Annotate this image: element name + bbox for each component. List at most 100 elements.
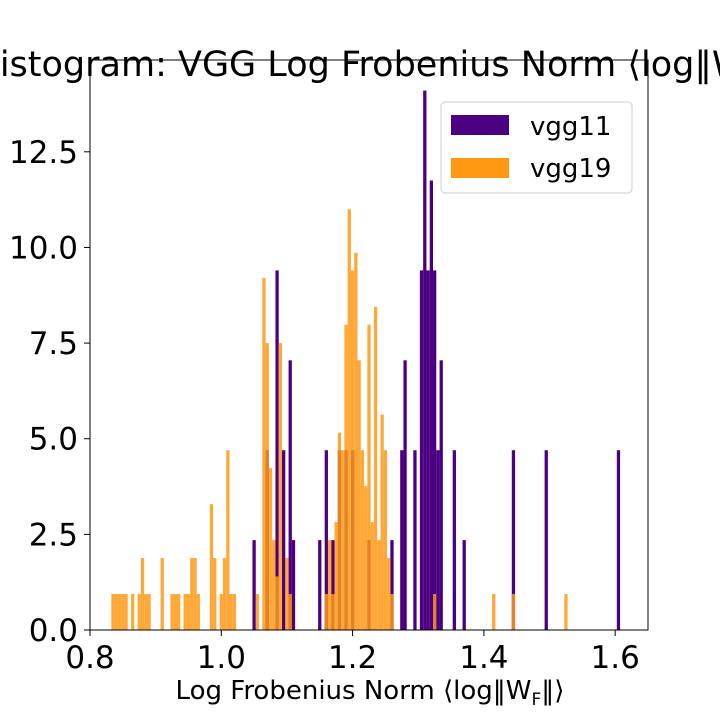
bar-vgg19 — [380, 414, 384, 630]
bar-vgg19 — [268, 468, 273, 630]
bar-vgg11 — [426, 270, 430, 630]
y-tick-label: 7.5 — [29, 326, 78, 362]
bar-vgg19 — [564, 594, 568, 630]
bar-vgg11 — [413, 450, 417, 630]
x-axis-label: Log Frobenius Norm ⟨log‖WF‖⟩ — [176, 676, 565, 710]
bar-vgg19 — [360, 450, 365, 630]
bar-vgg19 — [383, 450, 388, 630]
bar-vgg19 — [331, 594, 335, 630]
bar-vgg19 — [327, 540, 332, 630]
bar-vgg19 — [209, 504, 214, 630]
bar-vgg19 — [121, 594, 125, 630]
bar-vgg19 — [226, 450, 230, 630]
bar-vgg19 — [190, 558, 194, 630]
bar-vgg11 — [400, 450, 404, 630]
bar-vgg11 — [324, 450, 328, 630]
bar-vgg19 — [285, 558, 289, 630]
bar-vgg11 — [429, 180, 434, 630]
bar-vgg19 — [114, 594, 118, 630]
bar-vgg19 — [196, 594, 200, 630]
y-tick-label: 10.0 — [9, 230, 78, 266]
bar-vgg19 — [324, 594, 328, 630]
bar-vgg11 — [511, 450, 516, 630]
bar-vgg19 — [433, 594, 437, 630]
bar-vgg11 — [544, 450, 548, 630]
bar-vgg19 — [334, 522, 338, 630]
bar-vgg19 — [131, 594, 135, 630]
bar-vgg19 — [350, 270, 355, 630]
bar-vgg19 — [278, 343, 283, 630]
x-tick-label: 1.2 — [328, 640, 377, 676]
bar-vgg19 — [186, 594, 191, 630]
y-axis-ticks: 0.0 2.5 5.0 7.5 10.0 12.5 — [9, 135, 90, 649]
bar-vgg19 — [341, 450, 345, 630]
bar-vgg19 — [229, 594, 233, 630]
bar-vgg19 — [387, 558, 391, 630]
bar-vgg19 — [219, 594, 223, 630]
bar-vgg19 — [232, 594, 237, 630]
legend: vgg11 vgg19 — [440, 101, 633, 194]
bar-vgg19 — [170, 594, 174, 630]
bar-vgg19 — [117, 594, 122, 630]
bar-vgg19 — [288, 594, 292, 630]
bar-vgg19 — [275, 576, 279, 630]
bar-vgg19 — [265, 343, 269, 630]
bar-vgg11 — [390, 540, 394, 630]
x-tick-label: 1.6 — [591, 640, 640, 676]
bar-vgg11 — [423, 90, 427, 631]
bar-vgg11 — [403, 360, 407, 630]
x-axis-label-subscript: F — [532, 690, 542, 710]
bar-vgg19 — [347, 209, 351, 630]
bar-vgg19 — [377, 540, 381, 630]
bar-vgg19 — [272, 540, 276, 630]
legend-swatch-vgg19 — [451, 158, 509, 178]
bar-vgg19 — [511, 594, 516, 630]
bar-vgg19 — [160, 558, 164, 630]
bar-vgg19 — [140, 558, 145, 630]
bars-group — [111, 90, 621, 631]
x-tick-label: 0.8 — [65, 640, 114, 676]
x-tick-label: 1.4 — [459, 640, 508, 676]
bar-vgg19 — [337, 432, 342, 630]
bar-vgg19 — [144, 594, 148, 630]
legend-label-vgg11: vgg11 — [530, 112, 611, 142]
bar-vgg11 — [318, 540, 322, 630]
bar-vgg19 — [262, 278, 266, 630]
bar-vgg19 — [357, 360, 361, 630]
x-tick-label: 1.0 — [197, 640, 246, 676]
bar-vgg19 — [137, 594, 141, 630]
bar-vgg19 — [147, 594, 151, 630]
bar-vgg11 — [291, 540, 296, 630]
bar-vgg19 — [364, 486, 368, 630]
bar-vgg11 — [462, 540, 466, 630]
bar-vgg19 — [354, 252, 358, 631]
bar-vgg11 — [616, 450, 621, 630]
bar-vgg11 — [331, 540, 335, 630]
bar-vgg11 — [275, 270, 279, 630]
y-tick-label: 2.5 — [29, 517, 78, 553]
legend-label-vgg19: vgg19 — [530, 154, 611, 184]
bar-vgg19 — [111, 594, 115, 630]
bar-vgg19 — [255, 594, 260, 630]
bar-vgg19 — [492, 594, 496, 630]
legend-swatch-vgg11 — [451, 115, 509, 135]
plot-frame — [89, 59, 649, 631]
bar-vgg19 — [367, 324, 371, 630]
bar-vgg19 — [183, 594, 187, 630]
bar-vgg19 — [373, 306, 378, 630]
bar-vgg11 — [452, 450, 456, 630]
y-tick-label: 12.5 — [9, 135, 78, 171]
bar-vgg11 — [419, 270, 424, 630]
bar-vgg19 — [193, 558, 197, 630]
y-tick-label: 0.0 — [29, 613, 78, 649]
bar-vgg19 — [176, 594, 181, 630]
bar-vgg19 — [370, 522, 374, 630]
bar-vgg19 — [222, 558, 227, 630]
bar-vgg11 — [288, 360, 292, 630]
x-axis-label-main: Log Frobenius Norm ⟨log‖W — [176, 676, 532, 706]
y-tick-label: 5.0 — [29, 422, 78, 458]
bar-vgg19 — [213, 558, 217, 630]
bar-vgg11 — [433, 270, 437, 630]
bar-vgg19 — [173, 594, 177, 630]
